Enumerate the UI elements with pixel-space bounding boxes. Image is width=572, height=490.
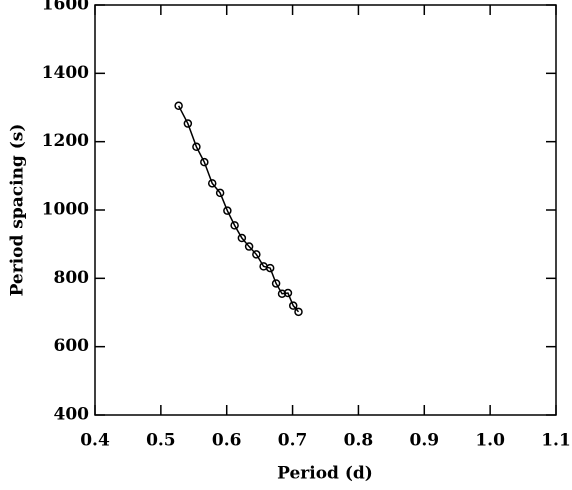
series-line: [177, 105, 300, 313]
y-tick-label: 600: [54, 336, 90, 356]
plot-frame: [94, 4, 557, 416]
data-point: [183, 119, 193, 128]
y-axis-title: Period spacing (s): [8, 124, 28, 297]
x-tick-label: 0.4: [80, 431, 110, 451]
x-tick-label: 1.0: [475, 431, 505, 451]
y-tick-label: 1600: [42, 0, 89, 15]
data-point: [288, 301, 298, 310]
data-point: [271, 279, 281, 288]
y-tick-label: 1000: [42, 200, 89, 220]
x-tick-label: 0.9: [409, 431, 439, 451]
data-point: [294, 307, 303, 317]
x-tick-label: 0.6: [212, 431, 242, 451]
x-tick-label: 1.1: [541, 431, 571, 451]
y-tick-label: 1200: [42, 131, 89, 151]
x-tick-label: 0.7: [278, 431, 308, 451]
data-point: [192, 142, 201, 152]
data-point: [230, 221, 239, 230]
y-tick-label: 800: [54, 268, 90, 288]
y-tick-label: 1400: [42, 63, 89, 83]
data-point: [215, 188, 225, 198]
data-point: [174, 101, 183, 111]
data-point: [237, 233, 247, 243]
data-point: [277, 289, 287, 298]
x-axis-title: Period (d): [277, 464, 373, 484]
data-point: [244, 242, 254, 251]
data-point: [265, 263, 275, 273]
data-point: [283, 288, 293, 298]
x-tick-label: 0.5: [146, 431, 176, 451]
y-tick-label: 400: [54, 405, 90, 425]
data-point: [200, 157, 209, 167]
data-point: [223, 206, 232, 215]
x-tick-label: 0.8: [344, 431, 374, 451]
data-point: [252, 250, 261, 259]
data-point: [207, 179, 217, 188]
